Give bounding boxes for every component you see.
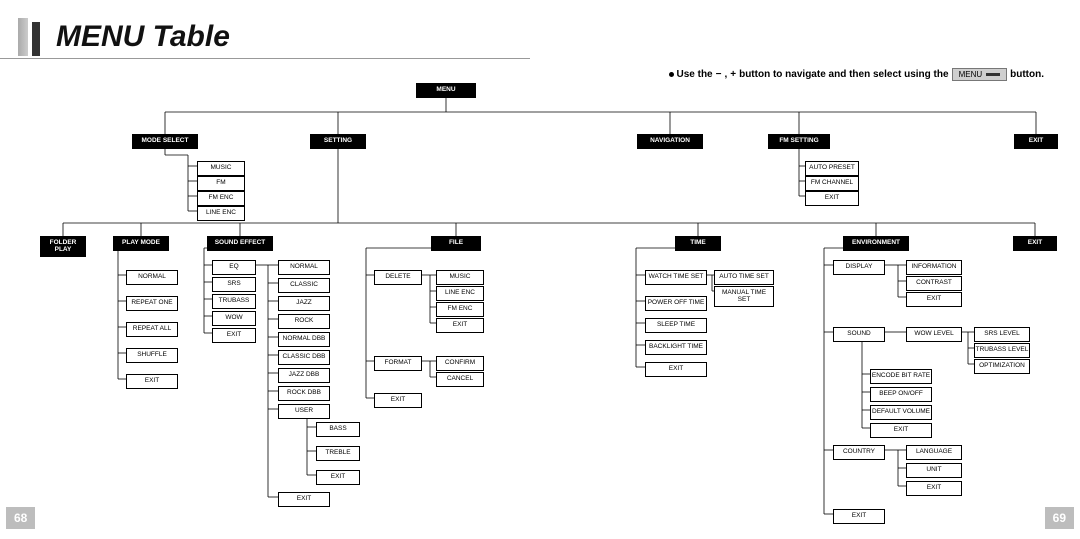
node-fm_exit: EXIT	[805, 191, 859, 206]
node-d_music: MUSIC	[436, 270, 484, 285]
node-wow_opt: OPTIMIZATION	[974, 359, 1030, 374]
page: MENU Table Use the −, + button to naviga…	[0, 0, 1080, 539]
node-f_delete: DELETE	[374, 270, 422, 285]
node-setting: SETTING	[310, 134, 366, 149]
node-fmchannel: FM CHANNEL	[805, 176, 859, 191]
node-snd_ebr: ENCODE BIT RATE	[870, 369, 932, 384]
node-exit1: EXIT	[1014, 134, 1058, 149]
node-playmode: PLAY MODE	[113, 236, 169, 251]
node-se_exit: EXIT	[212, 328, 256, 343]
node-pm_rep1: REPEAT ONE	[126, 296, 178, 311]
node-e_display: DISPLAY	[833, 260, 885, 275]
node-t_mts: MANUAL TIME SET	[714, 286, 774, 307]
node-pm_exit: EXIT	[126, 374, 178, 389]
node-snd_wow: WOW LEVEL	[906, 327, 962, 342]
node-fmt_confirm: CONFIRM	[436, 356, 484, 371]
node-eq_jazz: JAZZ	[278, 296, 330, 311]
node-d_exit: EXIT	[436, 318, 484, 333]
node-wow_tru: TRUBASS LEVEL	[974, 343, 1030, 358]
node-pm_normal: NORMAL	[126, 270, 178, 285]
node-exit2: EXIT	[1013, 236, 1057, 251]
node-d_lineenc: LINE ENC	[436, 286, 484, 301]
node-navigation: NAVIGATION	[637, 134, 703, 149]
node-eq_rdbb: ROCK DBB	[278, 386, 330, 401]
node-t_exit: EXIT	[645, 362, 707, 377]
node-autopreset: AUTO PRESET	[805, 161, 859, 176]
node-menu: MENU	[416, 83, 476, 98]
node-wow_srs: SRS LEVEL	[974, 327, 1030, 342]
node-eq_user: USER	[278, 404, 330, 419]
node-se_trubass: TRUBASS	[212, 294, 256, 309]
node-folderplay: FOLDER PLAY	[40, 236, 86, 257]
node-pm_repall: REPEAT ALL	[126, 322, 178, 337]
node-se_eq: EQ	[212, 260, 256, 275]
node-t_wts: WATCH TIME SET	[645, 270, 707, 285]
node-d_fmenc: FM ENC	[436, 302, 484, 317]
node-e_sound: SOUND	[833, 327, 885, 342]
node-c_exit: EXIT	[906, 481, 962, 496]
node-pm_shuffle: SHUFFLE	[126, 348, 178, 363]
node-eq_cdbb: CLASSIC DBB	[278, 350, 330, 365]
node-file: FILE	[431, 236, 481, 251]
node-f_exit: EXIT	[374, 393, 422, 408]
node-mode_select: MODE SELECT	[132, 134, 198, 149]
node-disp_exit: EXIT	[906, 292, 962, 307]
node-eq_classic: CLASSIC	[278, 278, 330, 293]
page-number-right: 69	[1045, 507, 1074, 529]
node-environment: ENVIRONMENT	[843, 236, 909, 251]
node-eq_normal: NORMAL	[278, 260, 330, 275]
node-eq_jdbb: JAZZ DBB	[278, 368, 330, 383]
node-u_exit: EXIT	[316, 470, 360, 485]
node-fm: FM	[197, 176, 245, 191]
node-c_lang: LANGUAGE	[906, 445, 962, 460]
node-t_pot: POWER OFF TIME	[645, 296, 707, 311]
node-t_ats: AUTO TIME SET	[714, 270, 774, 285]
node-fm_setting: FM SETTING	[768, 134, 830, 149]
node-soundeffect: SOUND EFFECT	[207, 236, 273, 251]
node-disp_info: INFORMATION	[906, 260, 962, 275]
node-fmt_cancel: CANCEL	[436, 372, 484, 387]
node-c_unit: UNIT	[906, 463, 962, 478]
node-time: TIME	[675, 236, 721, 251]
node-f_format: FORMAT	[374, 356, 422, 371]
node-u_treble: TREBLE	[316, 446, 360, 461]
node-lineenc: LINE ENC	[197, 206, 245, 221]
page-number-left: 68	[6, 507, 35, 529]
node-se_srs: SRS	[212, 277, 256, 292]
node-eq_exit: EXIT	[278, 492, 330, 507]
node-t_sleep: SLEEP TIME	[645, 318, 707, 333]
node-snd_exit: EXIT	[870, 423, 932, 438]
node-e_exit: EXIT	[833, 509, 885, 524]
node-se_wow: WOW	[212, 311, 256, 326]
node-fmenc: FM ENC	[197, 191, 245, 206]
node-eq_rock: ROCK	[278, 314, 330, 329]
node-e_country: COUNTRY	[833, 445, 885, 460]
node-snd_dvol: DEFAULT VOLUME	[870, 405, 932, 420]
node-disp_contrast: CONTRAST	[906, 276, 962, 291]
node-snd_beep: BEEP ON/OFF	[870, 387, 932, 402]
node-eq_ndbb: NORMAL DBB	[278, 332, 330, 347]
node-u_bass: BASS	[316, 422, 360, 437]
node-t_back: BACKLIGHT TIME	[645, 340, 707, 355]
node-music: MUSIC	[197, 161, 245, 176]
